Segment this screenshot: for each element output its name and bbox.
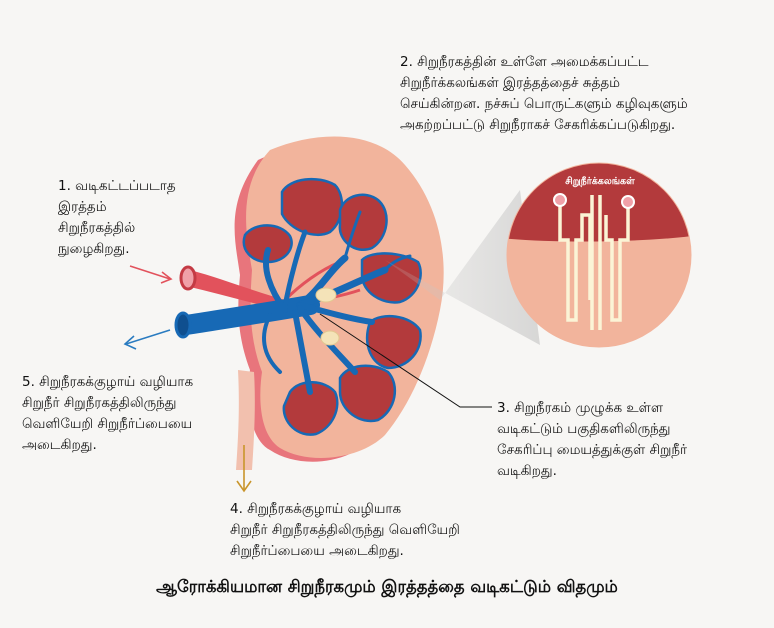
callout-5: 5. சிறுநீரகக்குழாய் வழியாக சிறுநீர் சிறு… [22, 372, 193, 456]
fat-spot [315, 287, 337, 303]
callout-line: சிறுநீரகத்தில் [58, 220, 136, 236]
pyramid [360, 252, 422, 304]
ureter [236, 370, 255, 470]
renal-vein [176, 210, 412, 395]
callout-line: சிறுநீர்க்கலங்கள் இரத்தத்தைச் சுத்தம் [400, 75, 621, 91]
callout-line: சேகரிப்பு மையத்துக்குள் சிறுநீர் [497, 442, 688, 458]
callout-line: செய்கின்றன. நச்சுப் பொருட்களும் கழிவுகளு… [400, 96, 688, 112]
pyramid [338, 193, 388, 251]
pyramid [365, 314, 422, 370]
callout-line: அகற்றப்பட்டு சிறுநீராகச் சேகரிக்கப்படுகி… [400, 117, 676, 133]
pyramid [280, 177, 344, 237]
callout-line: 5. சிறுநீரகக்குழாய் வழியாக [22, 374, 194, 390]
callout-line: நுழைகிறது. [58, 241, 130, 257]
callout-line: அடைகிறது. [22, 437, 97, 453]
page-title: ஆரோக்கியமான சிறுநீரகமும் இரத்தத்தை வடிகட… [156, 577, 618, 596]
callout-line: சிறுநீர்ப்பையை அடைகிறது. [230, 543, 404, 559]
callout-line: வெளியேறி சிறுநீர்ப்பையை [22, 416, 193, 432]
callout-line: 1. வடிகட்டப்படாத [58, 178, 176, 194]
zoom-beam [385, 190, 540, 345]
callout-line: இரத்தம் [58, 199, 107, 215]
callout-1: 1. வடிகட்டப்படாத இரத்தம் சிறுநீரகத்தில் … [58, 176, 176, 260]
arrow-out-blue [123, 329, 171, 350]
callout-line: வடிகிறது. [497, 463, 557, 479]
pyramid [242, 224, 293, 264]
callout-line: 3. சிறுநீரகம் முழுக்க உள்ள [497, 400, 664, 416]
renal-pyramids [242, 177, 422, 436]
callout-3: 3. சிறுநீரகம் முழுக்க உள்ள வடிகட்டும் பக… [497, 398, 687, 482]
callout-line: 2. சிறுநீரகத்தின் உள்ளே அமைக்கப்பட்ட [400, 54, 649, 70]
callout-line: வடிகட்டும் பகுதிகளிலிருந்து [497, 421, 671, 437]
fat-spot [320, 330, 340, 346]
pyramid [338, 364, 397, 423]
callout-4: 4. சிறுநீரகக்குழாய் வழியாக சிறுநீர் சிறு… [230, 499, 460, 562]
callout-2: 2. சிறுநீரகத்தின் உள்ளே அமைக்கப்பட்ட சிற… [400, 52, 688, 136]
zoom-label: சிறுநீர்க்கலங்கள் [565, 175, 636, 187]
callout-line: சிறுநீர் சிறுநீரகத்திலிருந்து [22, 395, 177, 411]
callout-line: சிறுநீர் சிறுநீரகத்திலிருந்து வெளியேறி [230, 522, 460, 538]
pyramid [282, 381, 339, 436]
arrow-in-red [129, 265, 173, 284]
arrow-down-gold [236, 445, 252, 493]
callout-line: 4. சிறுநீரகக்குழாய் வழியாக [230, 501, 402, 517]
pointer-line [319, 313, 492, 408]
